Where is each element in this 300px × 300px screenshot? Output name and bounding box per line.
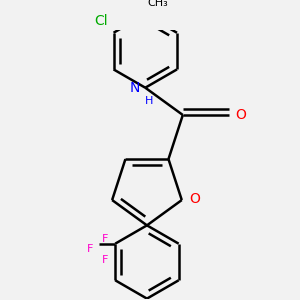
Text: F: F (87, 244, 93, 254)
Text: F: F (101, 255, 108, 265)
Text: CH₃: CH₃ (148, 0, 169, 8)
Text: O: O (235, 108, 246, 122)
Text: O: O (189, 192, 200, 206)
Text: F: F (101, 234, 108, 244)
Text: N: N (130, 81, 140, 95)
Text: Cl: Cl (94, 14, 107, 28)
Text: H: H (145, 96, 154, 106)
